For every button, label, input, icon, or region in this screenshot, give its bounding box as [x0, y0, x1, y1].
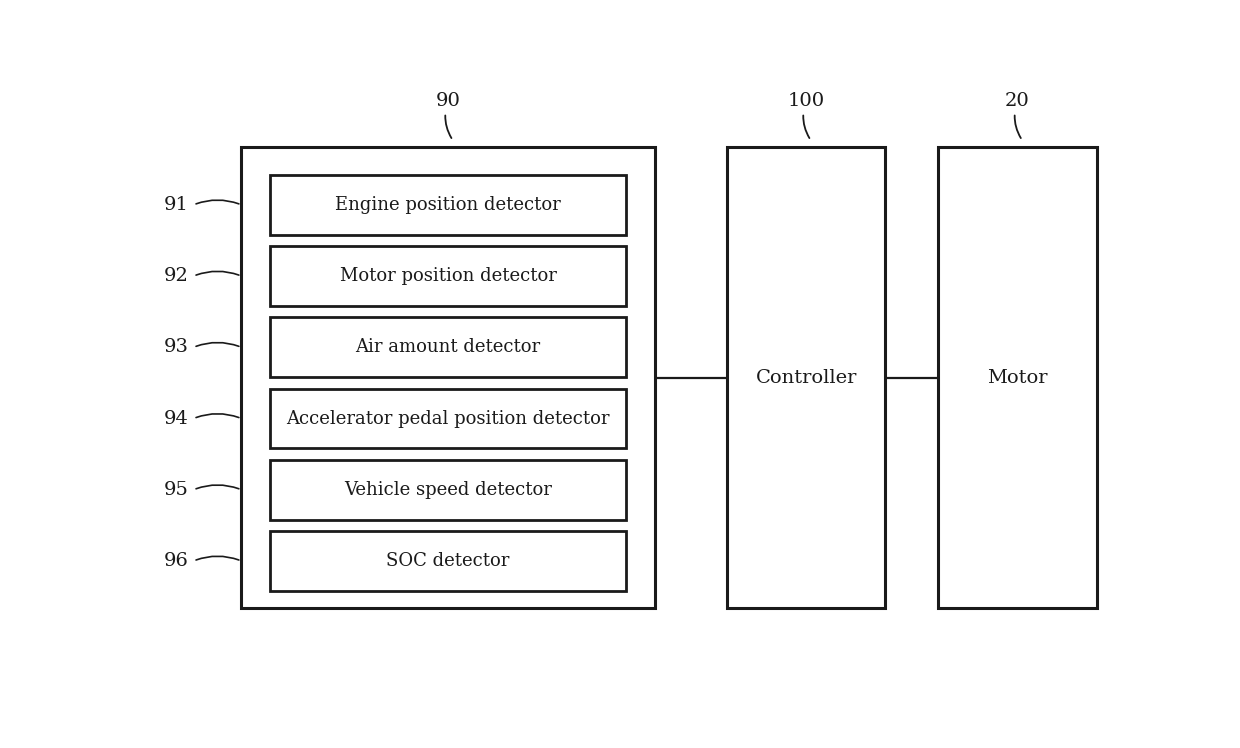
Bar [242, 147, 655, 608]
Text: 92: 92 [164, 267, 188, 285]
Text: Accelerator pedal position detector: Accelerator pedal position detector [286, 410, 610, 428]
Bar [270, 389, 626, 448]
Text: Motor position detector: Motor position detector [340, 267, 557, 285]
Text: 94: 94 [164, 410, 188, 428]
Bar [939, 147, 1096, 608]
Text: Controller: Controller [755, 369, 857, 387]
Text: SOC detector: SOC detector [387, 552, 510, 570]
Bar [727, 147, 885, 608]
Text: 20: 20 [1006, 92, 1030, 138]
Text: Motor: Motor [987, 369, 1048, 387]
Text: 90: 90 [435, 92, 460, 138]
Text: 95: 95 [164, 481, 188, 499]
Text: 91: 91 [164, 196, 188, 214]
Text: Vehicle speed detector: Vehicle speed detector [345, 481, 552, 499]
Bar [270, 317, 626, 377]
Text: 96: 96 [164, 552, 188, 570]
Text: Air amount detector: Air amount detector [356, 338, 541, 356]
Bar [270, 531, 626, 591]
Bar [270, 246, 626, 306]
Text: Engine position detector: Engine position detector [335, 196, 560, 214]
Text: 93: 93 [164, 338, 188, 356]
Text: 100: 100 [787, 92, 825, 138]
Bar [270, 175, 626, 235]
Bar [270, 460, 626, 520]
